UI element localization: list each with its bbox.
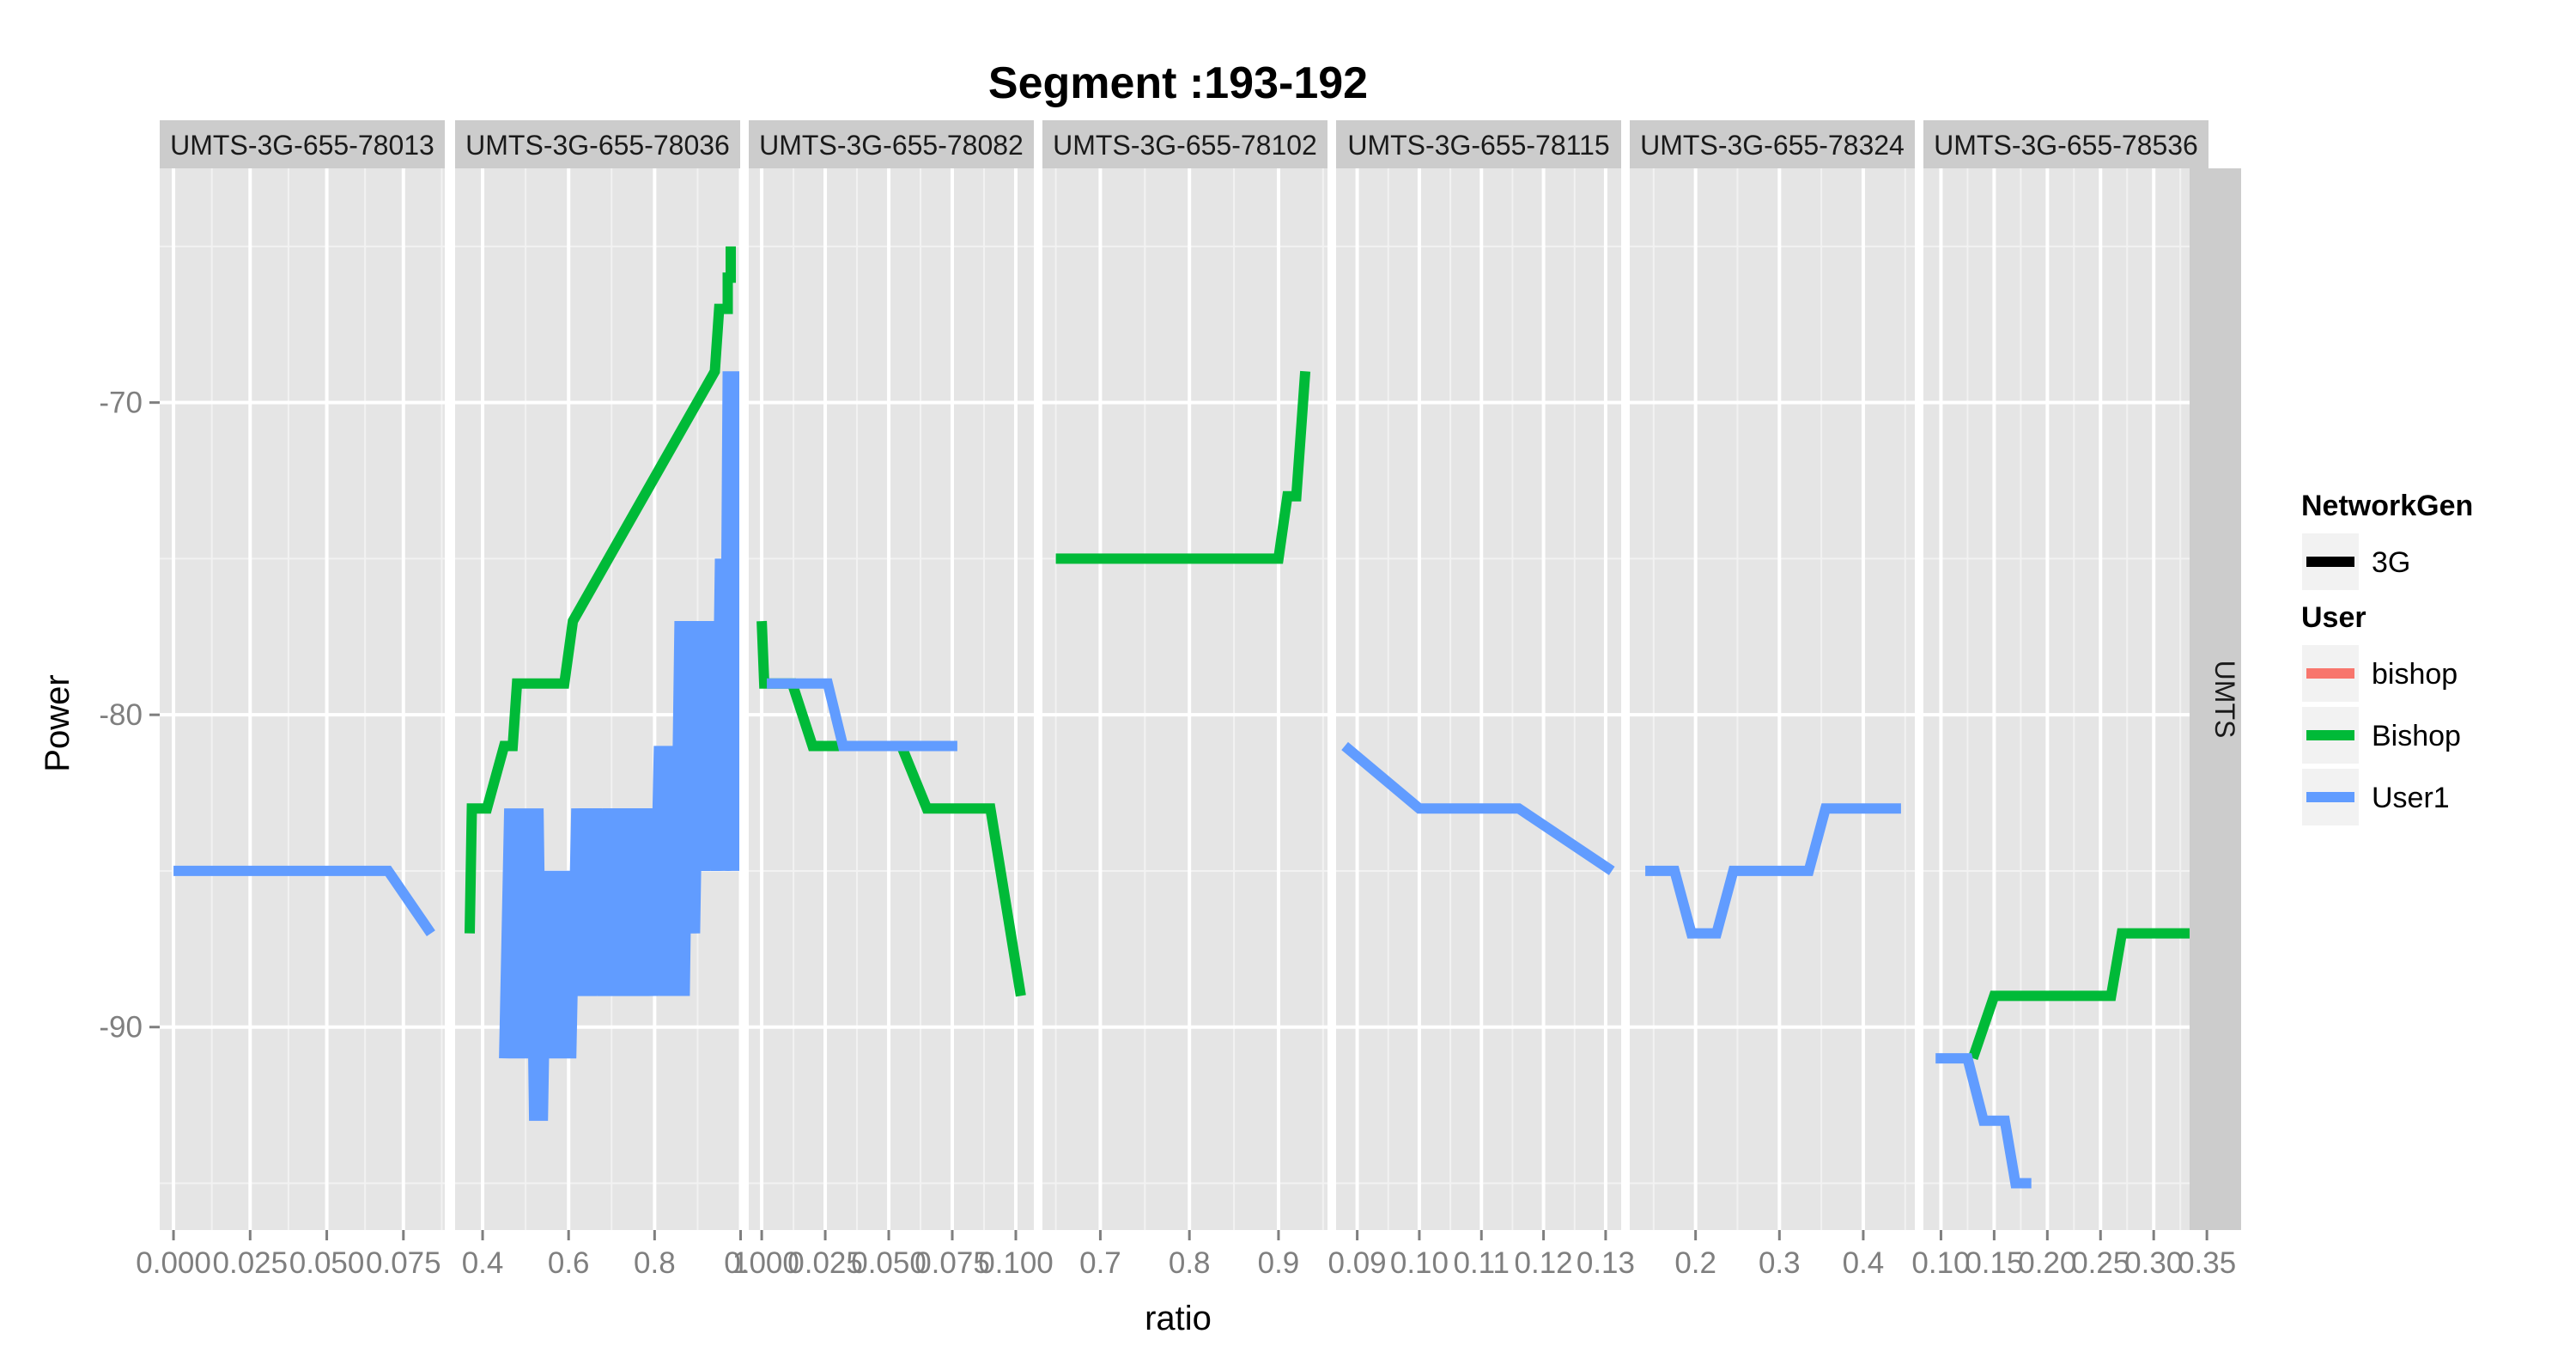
x-tick-label: 0.100	[978, 1246, 1054, 1280]
facet-strip-bg	[1336, 120, 1621, 168]
x-tick-label: 0.7	[1079, 1246, 1121, 1280]
legend-entry-label: Bishop	[2372, 720, 2461, 752]
row-strip-bg	[2190, 168, 2241, 1230]
row-strip-label: UMTS	[2209, 661, 2240, 739]
x-tick-label: 0.8	[1169, 1246, 1211, 1280]
facet-panel: UMTS-3G-655-78082 0.0000.0250.0500.0750.1…	[724, 120, 1054, 1280]
series-line-user1	[1645, 803, 1901, 939]
panel-background	[160, 168, 445, 1230]
x-tick-label: 0.000	[724, 1246, 799, 1280]
x-tick-label: 0.4	[1843, 1246, 1885, 1280]
panel-series	[173, 865, 435, 936]
x-tick-label: 0.10	[1390, 1246, 1449, 1280]
facet-strip-label: UMTS-3G-655-78082	[759, 130, 1024, 161]
x-tick-label: 0.09	[1328, 1246, 1387, 1280]
x-tick-label: 0.15	[1965, 1246, 2023, 1280]
panel-series	[465, 246, 739, 1121]
legend-entry-label: User1	[2372, 782, 2450, 814]
facet-strip-bg	[160, 120, 445, 168]
x-tick-label: 0.10	[1911, 1246, 1970, 1280]
x-tick-label: 0.11	[1453, 1246, 1510, 1280]
x-tick-label: 0.6	[548, 1246, 590, 1280]
panel-background	[1630, 168, 1915, 1230]
facet-strip-label: UMTS-3G-655-78036	[465, 130, 730, 161]
panel-background	[1336, 168, 1621, 1230]
x-tick-label: 0.8	[634, 1246, 676, 1280]
x-tick-label: 0.13	[1577, 1246, 1635, 1280]
facet-panel: UMTS-3G-655-78036 0.4 0.6 0.8 1	[455, 120, 749, 1280]
facet-strip-bg	[1923, 120, 2208, 168]
x-tick-label: 1	[732, 1246, 749, 1280]
panel-series	[1645, 803, 1901, 939]
x-tick-label: 0.20	[2018, 1246, 2076, 1280]
legend-entry-label: bishop	[2372, 658, 2458, 691]
series-line-user1	[767, 678, 957, 752]
panel-series	[1341, 741, 1615, 875]
facet-strip-bg	[749, 120, 1034, 168]
x-tick-label: 0.075	[366, 1246, 441, 1280]
y-axis-label: Power	[39, 674, 76, 771]
series-line-user1	[173, 865, 435, 936]
panel-series	[1935, 928, 2196, 1189]
x-tick-label: 0.025	[787, 1246, 863, 1280]
facet-strip-label: UMTS-3G-655-78536	[1934, 130, 2198, 161]
facet-panel: UMTS-3G-655-78324 0.2 0.3 0.4	[1630, 120, 1915, 1280]
row-strip: UMTS	[2190, 168, 2241, 1230]
series-line-user1	[1341, 741, 1615, 875]
y-tick-label: -70	[99, 387, 143, 420]
x-tick-label: 0.075	[914, 1246, 990, 1280]
y-tick-label: -80	[99, 698, 143, 732]
series-line-bishop	[465, 246, 736, 934]
y-tick-label: -90	[99, 1011, 143, 1044]
legend-title: NetworkGen	[2301, 490, 2473, 522]
series-line-bishop	[1055, 370, 1311, 564]
facet-strip-label: UMTS-3G-655-78324	[1640, 130, 1905, 161]
series-line-user1	[1935, 1053, 2032, 1189]
panel-series	[1055, 370, 1311, 564]
facet-strip-label: UMTS-3G-655-78013	[170, 130, 434, 161]
series-line-bishop	[1967, 928, 2196, 1061]
x-tick-label: 0.30	[2124, 1246, 2183, 1280]
x-tick-label: 0.9	[1258, 1246, 1300, 1280]
x-tick-label: 0.025	[213, 1246, 289, 1280]
x-tick-label: 0.3	[1759, 1246, 1801, 1280]
facet-panel: UMTS-3G-655-78102 0.7 0.8 0.9	[1042, 120, 1327, 1280]
facet-strip-label: UMTS-3G-655-78102	[1053, 130, 1317, 161]
x-tick-label: 0.12	[1515, 1246, 1573, 1280]
facet-panel: UMTS-3G-655-78013 0.000 0.025 0.050 0.075	[136, 120, 445, 1280]
facet-panel: UMTS-3G-655-78115 0.09 0.10 0.11 0.12 0.13	[1328, 120, 1635, 1280]
x-axis-label: ratio	[1145, 1300, 1212, 1337]
x-tick-label: 0.2	[1674, 1246, 1716, 1280]
facet-strip-bg	[1630, 120, 1915, 168]
panel-series	[756, 620, 1026, 997]
x-tick-label: 0.050	[289, 1246, 365, 1280]
legend-title: User	[2301, 601, 2366, 634]
panel-background	[749, 168, 1034, 1230]
facet-strip-bg	[455, 120, 740, 168]
facet-strip-bg	[1042, 120, 1327, 168]
x-tick-label: 0.050	[851, 1246, 927, 1280]
chart-title: Segment :193-192	[988, 58, 1368, 108]
panel-background	[1042, 168, 1327, 1230]
x-tick-label: 0.000	[136, 1246, 211, 1280]
y-axis: -70 -80 -90	[99, 387, 160, 1044]
series-line-user1	[499, 371, 739, 1121]
x-tick-label: 0.25	[2071, 1246, 2129, 1280]
x-tick-label: 0.35	[2178, 1246, 2236, 1280]
x-tick-label: 0.4	[462, 1246, 504, 1280]
facet-strip-label: UMTS-3G-655-78115	[1347, 130, 1609, 161]
legend-entry-label: 3G	[2372, 546, 2410, 579]
facet-panel: UMTS-3G-655-78536 0.100.150.200.250.300.3…	[1911, 120, 2236, 1280]
